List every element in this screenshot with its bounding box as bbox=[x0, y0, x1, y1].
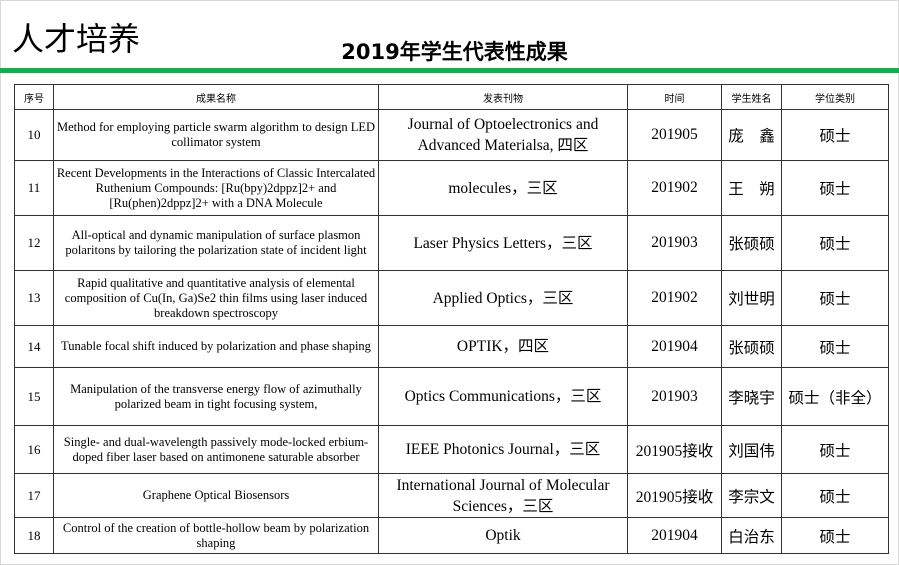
student-name: 庞 鑫 bbox=[721, 109, 782, 161]
achievement-title: Method for employing particle swarm algo… bbox=[53, 109, 379, 161]
achievement-title: Tunable focal shift induced by polarizat… bbox=[53, 325, 379, 368]
student-name: 李宗文 bbox=[721, 473, 782, 518]
achievements-table: 序号 成果名称 发表刊物 时间 学生姓名 学位类别 10 Method for e… bbox=[14, 84, 889, 554]
header-date: 时间 bbox=[627, 84, 722, 110]
journal: molecules，三区 bbox=[378, 160, 628, 216]
section-title: 2019年学生代表性成果 bbox=[341, 40, 568, 64]
journal: IEEE Photonics Journal，三区 bbox=[378, 425, 628, 474]
achievement-title: All-optical and dynamic manipulation of … bbox=[53, 215, 379, 271]
date: 201905 bbox=[627, 109, 722, 161]
date: 201905接收 bbox=[627, 425, 722, 474]
degree-type: 硕士 bbox=[781, 325, 889, 368]
student-name: 刘国伟 bbox=[721, 425, 782, 474]
header-title: 成果名称 bbox=[53, 84, 379, 110]
table-row: 10 Method for employing particle swarm al… bbox=[14, 109, 889, 161]
date: 201902 bbox=[627, 270, 722, 326]
header-journal: 发表刊物 bbox=[378, 84, 628, 110]
achievement-title: Rapid qualitative and quantitative analy… bbox=[53, 270, 379, 326]
journal: Optics Communications，三区 bbox=[378, 367, 628, 426]
journal: Applied Optics，三区 bbox=[378, 270, 628, 326]
table-row: 16 Single- and dual-wavelength passively … bbox=[14, 425, 889, 474]
divider-line bbox=[0, 68, 899, 73]
achievement-title: Control of the creation of bottle-hollow… bbox=[53, 517, 379, 554]
row-number: 15 bbox=[14, 367, 54, 426]
table-header-row: 序号 成果名称 发表刊物 时间 学生姓名 学位类别 bbox=[14, 84, 889, 110]
row-number: 13 bbox=[14, 270, 54, 326]
table-row: 17 Graphene Optical Biosensors Internation… bbox=[14, 473, 889, 518]
date: 201902 bbox=[627, 160, 722, 216]
student-name: 张硕硕 bbox=[721, 215, 782, 271]
table-row: 13 Rapid qualitative and quantitative ana… bbox=[14, 270, 889, 326]
row-number: 11 bbox=[14, 160, 54, 216]
table-row: 15 Manipulation of the transverse energy … bbox=[14, 367, 889, 426]
achievement-title: Graphene Optical Biosensors bbox=[53, 473, 379, 518]
achievement-title: Single- and dual-wavelength passively mo… bbox=[53, 425, 379, 474]
journal: Optik bbox=[378, 517, 628, 554]
table-row: 14 Tunable focal shift induced by polariz… bbox=[14, 325, 889, 368]
journal: Laser Physics Letters，三区 bbox=[378, 215, 628, 271]
student-name: 刘世明 bbox=[721, 270, 782, 326]
degree-type: 硕士 bbox=[781, 517, 889, 554]
table-row: 12 All-optical and dynamic manipulation o… bbox=[14, 215, 889, 271]
header-degree: 学位类别 bbox=[781, 84, 889, 110]
journal: OPTIK，四区 bbox=[378, 325, 628, 368]
table-row: 11 Recent Developments in the Interaction… bbox=[14, 160, 889, 216]
achievement-title: Manipulation of the transverse energy fl… bbox=[53, 367, 379, 426]
student-name: 张硕硕 bbox=[721, 325, 782, 368]
header-no: 序号 bbox=[14, 84, 54, 110]
table-row: 18 Control of the creation of bottle-holl… bbox=[14, 517, 889, 554]
degree-type: 硕士 bbox=[781, 270, 889, 326]
date: 201904 bbox=[627, 517, 722, 554]
page-title: 人才培养 bbox=[12, 20, 141, 58]
date: 201905接收 bbox=[627, 473, 722, 518]
row-number: 17 bbox=[14, 473, 54, 518]
journal: Journal of Optoelectronics and Advanced … bbox=[378, 109, 628, 161]
row-number: 16 bbox=[14, 425, 54, 474]
degree-type: 硕士（非全） bbox=[781, 367, 889, 426]
degree-type: 硕士 bbox=[781, 425, 889, 474]
row-number: 12 bbox=[14, 215, 54, 271]
student-name: 白治东 bbox=[721, 517, 782, 554]
degree-type: 硕士 bbox=[781, 109, 889, 161]
student-name: 李晓宇 bbox=[721, 367, 782, 426]
achievement-title: Recent Developments in the Interactions … bbox=[53, 160, 379, 216]
row-number: 18 bbox=[14, 517, 54, 554]
degree-type: 硕士 bbox=[781, 160, 889, 216]
header-student: 学生姓名 bbox=[721, 84, 782, 110]
date: 201903 bbox=[627, 215, 722, 271]
degree-type: 硕士 bbox=[781, 473, 889, 518]
degree-type: 硕士 bbox=[781, 215, 889, 271]
row-number: 10 bbox=[14, 109, 54, 161]
row-number: 14 bbox=[14, 325, 54, 368]
journal: International Journal of Molecular Scien… bbox=[378, 473, 628, 518]
student-name: 王 朔 bbox=[721, 160, 782, 216]
date: 201903 bbox=[627, 367, 722, 426]
date: 201904 bbox=[627, 325, 722, 368]
